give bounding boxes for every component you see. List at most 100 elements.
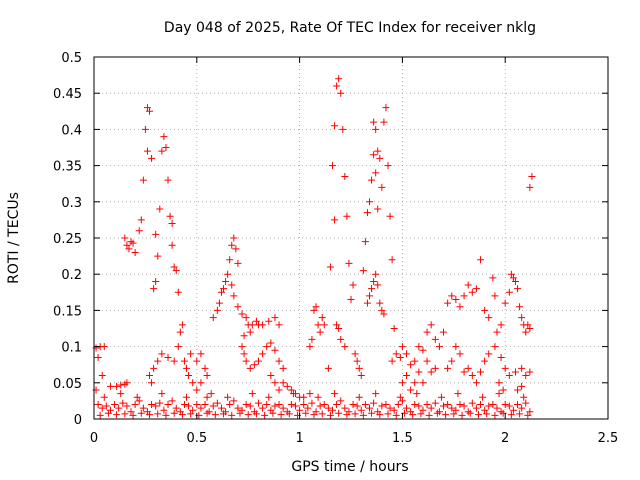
data-point — [111, 401, 119, 409]
data-point — [240, 350, 248, 358]
data-point — [220, 285, 228, 293]
data-point — [366, 292, 374, 300]
data-point — [123, 241, 131, 249]
data-point — [226, 401, 234, 409]
data-point — [275, 321, 283, 329]
data-point — [386, 404, 394, 412]
data-point — [516, 410, 524, 418]
data-point — [415, 402, 423, 410]
data-point — [343, 411, 351, 419]
data-point — [314, 393, 322, 401]
data-point — [320, 401, 328, 409]
data-point — [152, 277, 160, 285]
data-point — [411, 379, 419, 387]
data-point — [193, 386, 201, 394]
data-point — [261, 411, 269, 419]
data-point — [398, 343, 406, 351]
data-point — [275, 401, 283, 409]
data-point — [456, 303, 464, 311]
data-point — [355, 364, 363, 372]
x-tick-label: 1 — [295, 431, 303, 446]
data-point — [413, 390, 421, 398]
data-point — [98, 372, 106, 380]
data-point — [337, 335, 345, 343]
data-point — [154, 410, 162, 418]
data-point — [162, 144, 170, 151]
data-point — [485, 402, 493, 410]
data-point — [335, 75, 343, 83]
data-point — [152, 230, 160, 238]
data-point — [123, 379, 131, 387]
data-point — [448, 292, 456, 300]
data-point — [481, 406, 489, 414]
data-point — [271, 402, 279, 410]
data-point — [374, 147, 382, 155]
data-point — [361, 238, 369, 246]
data-point — [370, 399, 378, 407]
data-point — [491, 292, 499, 300]
data-point — [213, 399, 221, 407]
data-point — [96, 411, 104, 419]
data-point — [337, 89, 345, 97]
data-point — [170, 357, 178, 365]
data-point — [378, 402, 386, 410]
data-point — [100, 393, 108, 401]
data-point — [160, 406, 168, 414]
data-point — [127, 408, 135, 416]
data-point — [316, 402, 324, 410]
data-point — [324, 404, 332, 412]
data-point — [271, 379, 279, 387]
data-point — [224, 270, 232, 278]
data-point — [378, 306, 386, 314]
data-point — [172, 404, 180, 412]
data-point — [337, 397, 345, 405]
data-point — [156, 205, 164, 213]
data-point — [514, 386, 522, 394]
data-point — [170, 409, 178, 417]
data-point — [392, 350, 400, 358]
data-point — [215, 299, 223, 307]
data-point — [394, 401, 402, 409]
data-point — [213, 306, 221, 314]
data-point — [514, 401, 522, 409]
axis-ticks: 0 0.5 1 1.5 2 2.5 0 0.05 0.1 0.15 0.2 0.25 0.3 0.35 0.… — [53, 51, 618, 446]
data-point — [152, 402, 160, 410]
data-point — [242, 314, 250, 322]
data-point — [234, 404, 242, 412]
data-point — [372, 390, 380, 398]
data-point — [520, 393, 528, 401]
data-point — [456, 401, 464, 409]
data-point — [423, 328, 431, 336]
data-point — [207, 390, 215, 398]
data-point — [333, 401, 341, 409]
data-point — [133, 393, 141, 401]
data-point — [398, 379, 406, 387]
data-point — [318, 314, 326, 322]
data-point — [343, 212, 351, 220]
data-point — [450, 410, 458, 418]
data-point — [279, 404, 287, 412]
data-point — [234, 259, 242, 267]
data-point — [162, 411, 170, 419]
data-point — [102, 402, 110, 410]
data-point — [522, 399, 530, 407]
data-point — [341, 404, 349, 412]
data-point — [156, 399, 164, 407]
y-tick-label: 0.35 — [53, 160, 82, 175]
data-point — [189, 379, 197, 387]
data-point — [331, 216, 339, 224]
data-point — [328, 162, 336, 170]
data-point — [427, 368, 435, 376]
data-point — [485, 314, 493, 322]
data-point — [403, 404, 411, 412]
data-point — [222, 277, 230, 285]
data-point — [146, 107, 154, 115]
data-point — [234, 303, 242, 311]
data-points — [92, 75, 536, 419]
data-point — [143, 104, 151, 112]
data-point — [489, 274, 497, 282]
data-point — [141, 125, 149, 133]
data-point — [267, 372, 275, 380]
data-point — [378, 183, 386, 191]
